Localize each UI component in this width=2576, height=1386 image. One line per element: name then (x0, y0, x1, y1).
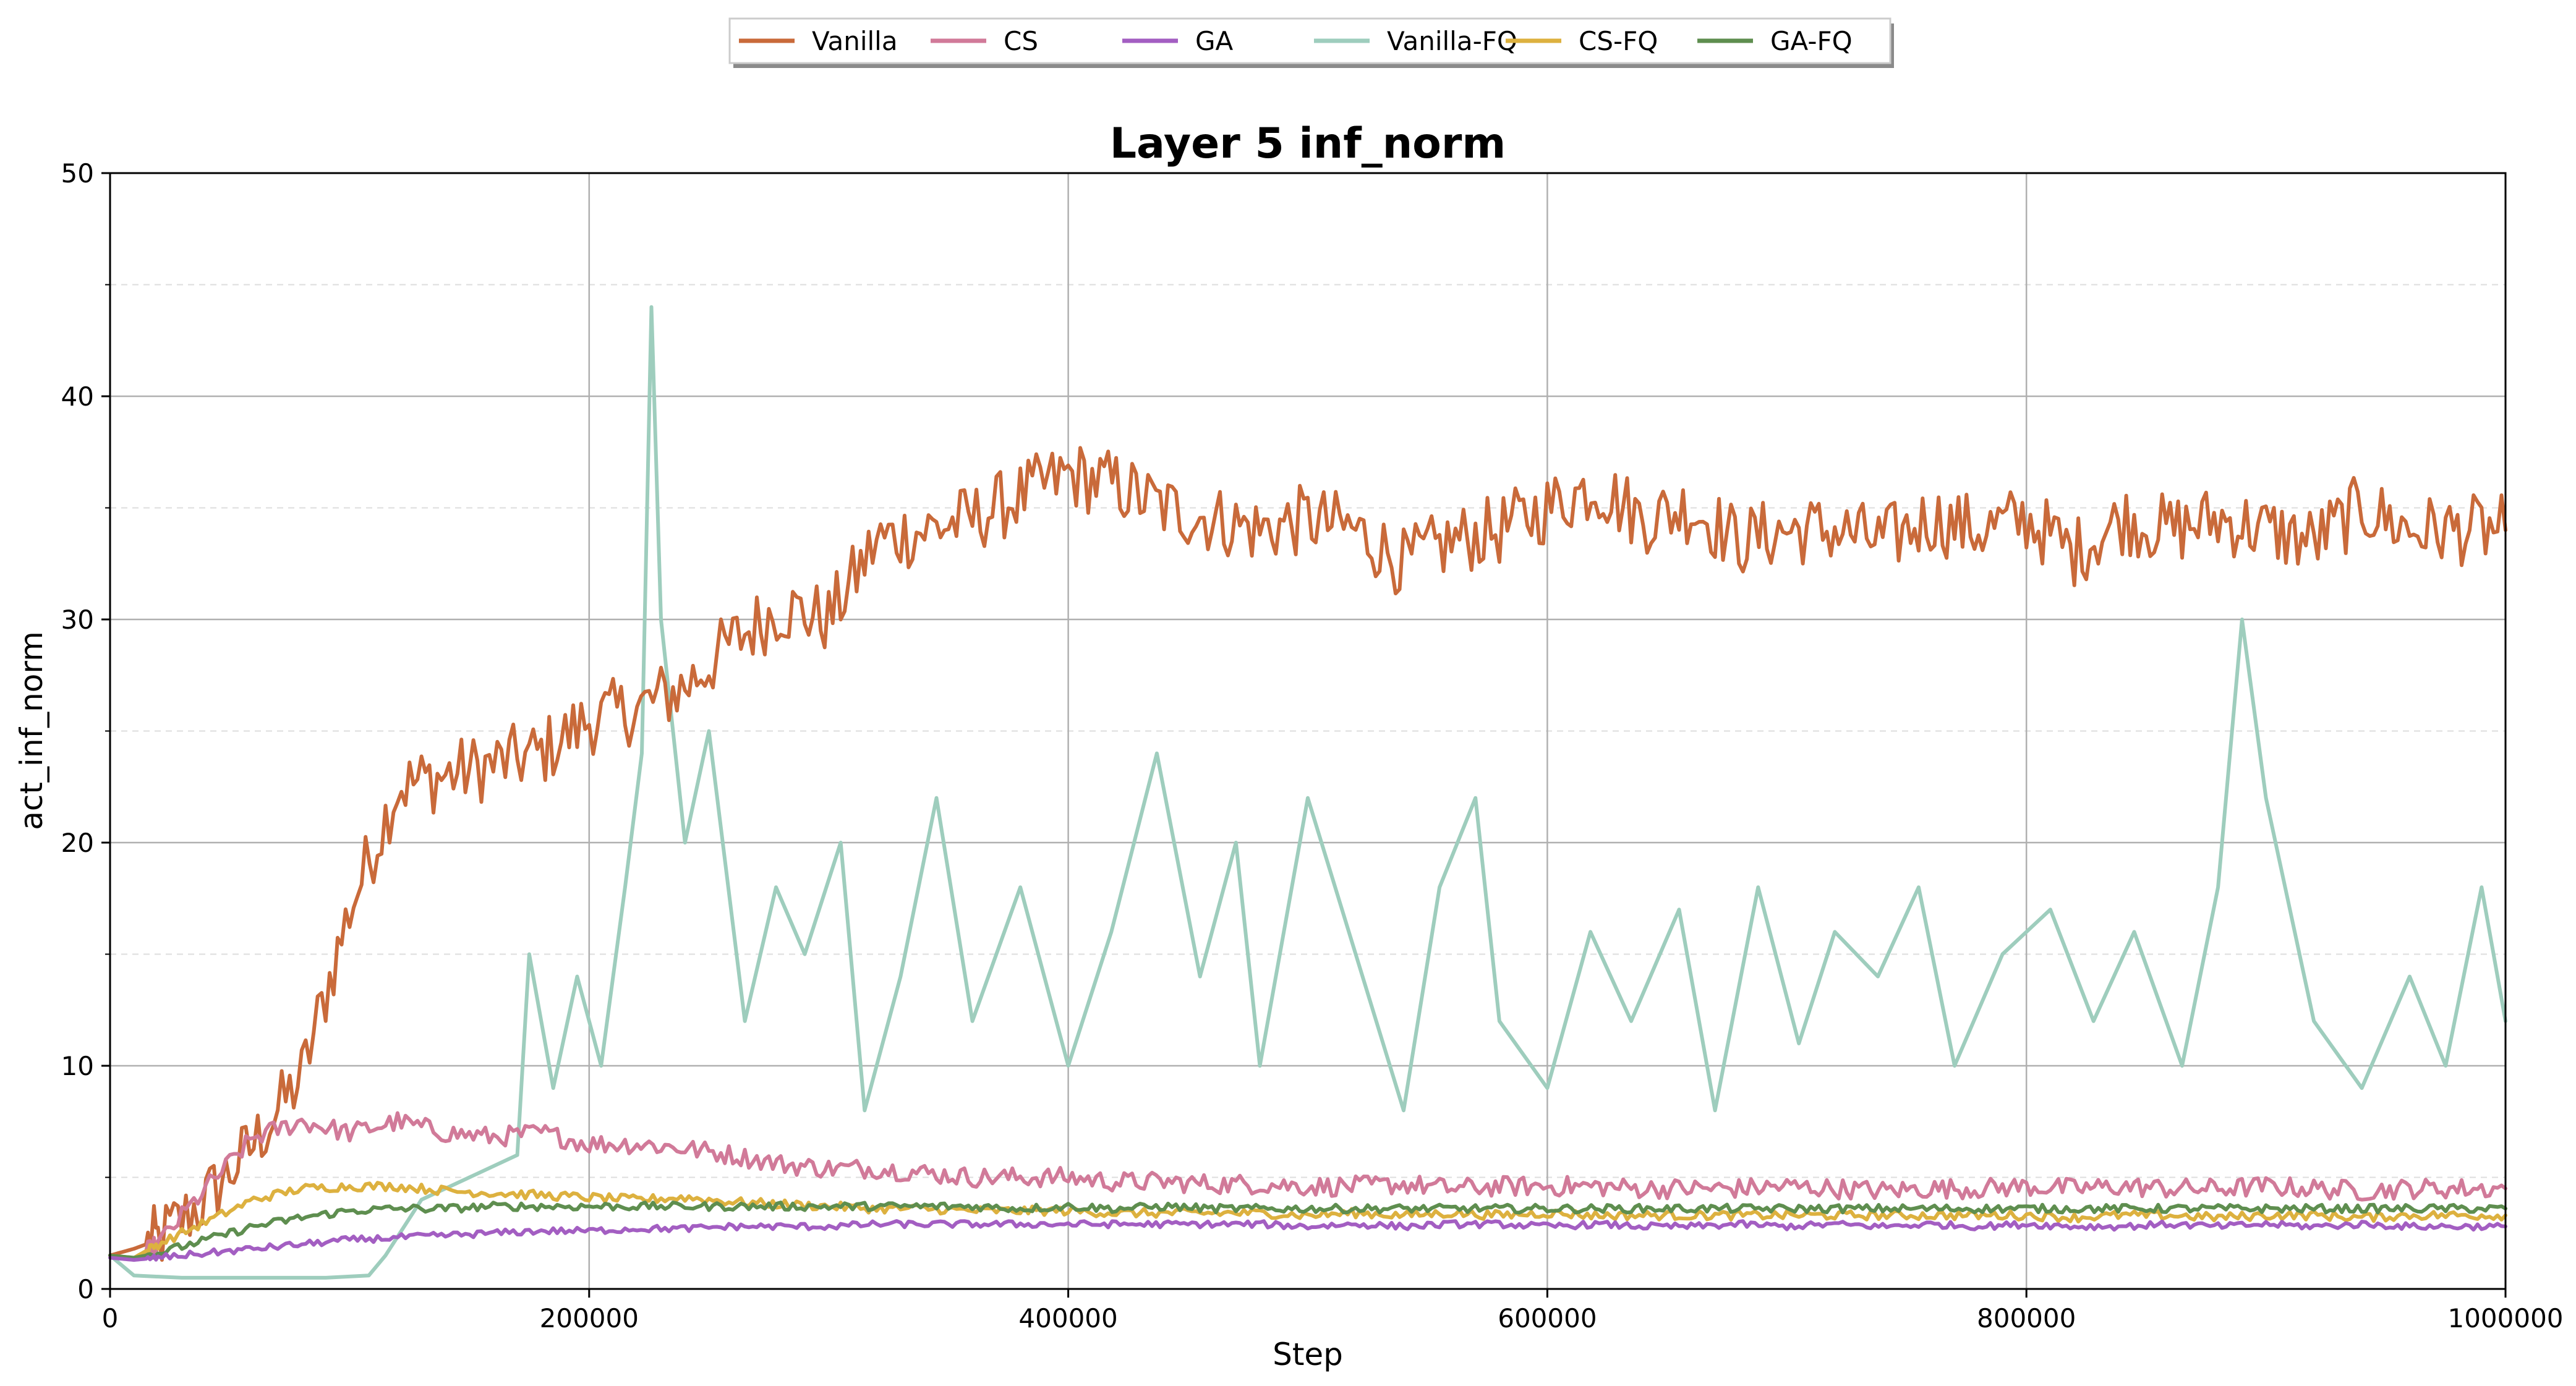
series-line-ga (108, 1219, 2507, 1262)
legend-label: Vanilla (812, 26, 898, 56)
y-tick-label: 40 (61, 381, 94, 412)
legend-box (728, 17, 1891, 64)
y-tick-label: 0 (77, 1274, 94, 1304)
y-tick-label: 20 (61, 828, 94, 858)
legend-items: Vanilla CS GA Vanilla-FQ CS-FQ GA-FQ (739, 26, 1853, 56)
legend-item-vanilla: Vanilla (739, 26, 898, 56)
y-tick-label: 10 (61, 1051, 94, 1081)
x-tick-label: 600000 (1498, 1303, 1597, 1333)
series-line-vanilla (108, 446, 2507, 1262)
y-axis-label: act_inf_norm (14, 631, 49, 830)
series-line-vanilla-fq (108, 305, 2507, 1280)
x-axis-ticks: 0 200000 400000 600000 800000 1000000 (102, 1289, 2564, 1333)
chart-title: Layer 5 inf_norm (1110, 119, 1506, 168)
series-layer (108, 305, 2507, 1280)
legend-item-ga: GA (1122, 26, 1234, 56)
legend-item-cs-fq: CS-FQ (1506, 26, 1658, 56)
legend-label: GA-FQ (1770, 26, 1853, 56)
legend-label: CS (1004, 26, 1038, 56)
legend: Vanilla CS GA Vanilla-FQ CS-FQ GA-FQ (728, 17, 1894, 68)
x-tick-label: 400000 (1018, 1303, 1117, 1333)
legend-label: GA (1195, 26, 1234, 56)
x-tick-label: 800000 (1977, 1303, 2076, 1333)
legend-item-cs: CS (931, 26, 1038, 56)
legend-item-vanilla-fq: Vanilla-FQ (1314, 26, 1517, 56)
legend-label: Vanilla-FQ (1387, 26, 1517, 56)
x-tick-label: 200000 (540, 1303, 639, 1333)
series-line-cs-fq (108, 1181, 2507, 1260)
x-tick-label: 1000000 (2447, 1303, 2563, 1333)
y-axis-ticks: 0 10 20 30 40 50 (61, 158, 110, 1304)
series-line-cs (108, 1111, 2507, 1262)
x-tick-label: 0 (102, 1303, 119, 1333)
y-tick-label: 30 (61, 605, 94, 635)
legend-label: CS-FQ (1579, 26, 1658, 56)
y-tick-label: 50 (61, 158, 94, 189)
series-line-ga-fq (108, 1201, 2507, 1260)
x-axis-label: Step (1273, 1337, 1343, 1372)
legend-item-ga-fq: GA-FQ (1697, 26, 1853, 56)
